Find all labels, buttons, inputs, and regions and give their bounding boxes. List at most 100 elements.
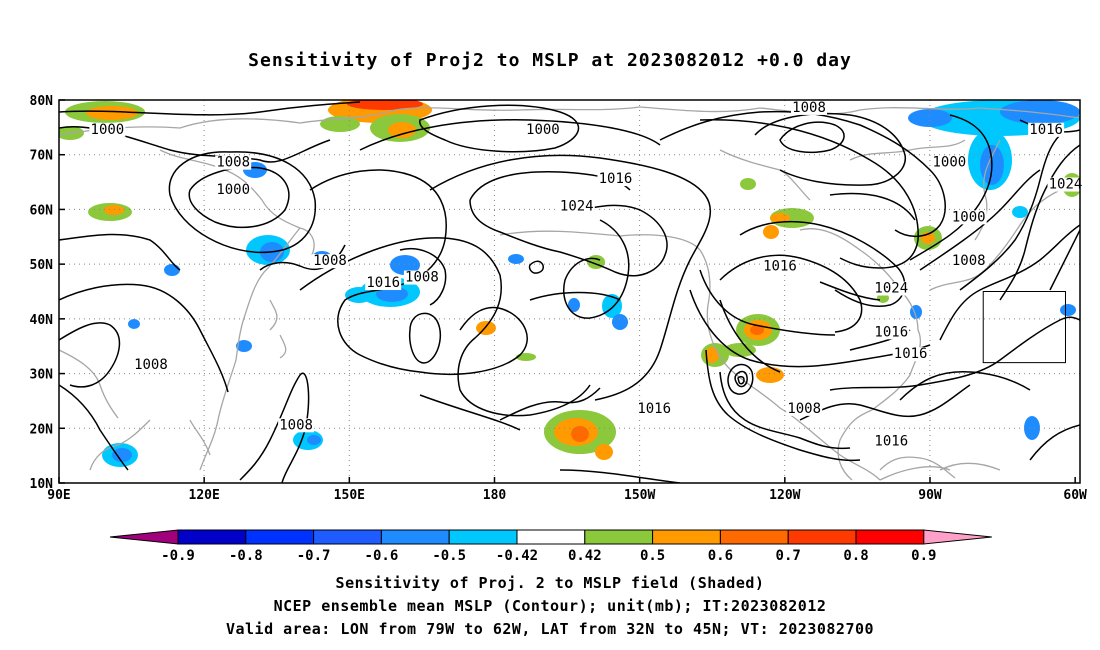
- negative-sensitivity-region: [568, 298, 580, 312]
- longitude-axis: 90E 120E 150E 180 150W 120W 90W 60W: [47, 477, 1087, 503]
- lat-tick-label: 10N: [30, 477, 54, 492]
- negative-sensitivity-region: [164, 264, 180, 276]
- caption-contour: NCEP ensemble mean MSLP (Contour); unit(…: [273, 597, 827, 615]
- lon-tick-label: 90E: [47, 488, 70, 503]
- contour-label-bg: [365, 276, 402, 291]
- contour-label-bg: [89, 122, 126, 137]
- contour-label-bg: [931, 155, 968, 170]
- negative-sensitivity-region: [345, 287, 373, 303]
- contour-label-bg: [873, 281, 910, 296]
- positive-sensitivity-region: [388, 122, 416, 138]
- lon-tick-label: 60W: [1063, 488, 1087, 503]
- contour-label: 1000: [952, 209, 986, 225]
- positive-sensitivity-region: [756, 367, 784, 383]
- contour-label: 1008: [134, 357, 168, 373]
- contour-label-bg: [791, 100, 828, 115]
- contour-labels: 1000 1008 1000 1000 1008 1016 1024 1000 1016 1024…: [89, 100, 1084, 450]
- contour-label-bg: [278, 418, 315, 433]
- figure-title: Sensitivity of Proj2 to MSLP at 20230820…: [248, 50, 852, 71]
- contour-label: 1016: [874, 324, 908, 340]
- positive-sensitivity-region: [724, 343, 756, 357]
- mslp-contours: [59, 101, 1080, 483]
- contour-label: 1016: [599, 171, 633, 187]
- contour-label: 1024: [1049, 177, 1083, 193]
- contour-label-bg: [892, 347, 929, 362]
- contour-label: 1016: [763, 259, 797, 275]
- lat-tick-label: 60N: [30, 203, 54, 218]
- negative-sensitivity-region: [128, 319, 140, 329]
- contour-label-bg: [558, 199, 595, 214]
- valid-area-box: [982, 291, 1066, 364]
- lat-tick-label: 30N: [30, 368, 54, 383]
- positive-sensitivity-region: [516, 353, 536, 361]
- lon-tick-label: 150W: [624, 488, 655, 503]
- lon-tick-label: 150E: [334, 488, 365, 503]
- caption-shading: Sensitivity of Proj. 2 to MSLP field (Sh…: [335, 574, 765, 592]
- contour-label: 1000: [91, 122, 125, 138]
- contour-label-bg: [761, 259, 798, 274]
- contour-label-bg: [1047, 177, 1084, 192]
- contour-label-bg: [403, 270, 440, 285]
- contour-label-bg: [950, 210, 987, 225]
- contour-label-bg: [215, 183, 252, 198]
- lon-tick-label: 120W: [769, 488, 800, 503]
- contour-label: 1008: [313, 253, 347, 269]
- contour-label-bg: [597, 172, 634, 187]
- contour-label: 1016: [874, 434, 908, 450]
- lon-tick-label: 90W: [918, 488, 942, 503]
- contour-label: 1016: [366, 275, 400, 291]
- negative-sensitivity-region: [612, 314, 628, 330]
- positive-sensitivity-region: [571, 426, 589, 442]
- positive-sensitivity-region: [347, 100, 423, 110]
- lat-tick-label: 40N: [30, 313, 54, 328]
- negative-sensitivity-region: [1060, 304, 1076, 316]
- positive-sensitivity-region: [770, 208, 814, 228]
- positive-sensitivity-region: [740, 178, 756, 190]
- contour-label: 1024: [874, 281, 908, 297]
- contour-label: 1008: [216, 155, 250, 171]
- contour-label: 1016: [1029, 122, 1063, 138]
- contour-label: 1008: [787, 401, 821, 417]
- contour-label: 1008: [279, 417, 313, 433]
- positive-sensitivity-region: [86, 106, 138, 120]
- negative-sensitivity-region: [112, 448, 132, 462]
- contour-label-bg: [786, 401, 823, 416]
- contour-label: 1008: [792, 100, 826, 116]
- contour-label: 1000: [216, 182, 250, 198]
- contour-label-bg: [524, 122, 561, 137]
- lat-tick-label: 50N: [30, 258, 54, 273]
- positive-sensitivity-region: [750, 325, 764, 335]
- contour-label-bg: [950, 254, 987, 269]
- positive-sensitivity-region: [705, 347, 719, 363]
- contour-label: 1000: [932, 155, 966, 171]
- positive-sensitivity-region: [595, 444, 613, 460]
- lat-tick-label: 70N: [30, 149, 54, 164]
- contour-label-bg: [132, 358, 169, 373]
- contour-label: 1000: [526, 122, 560, 138]
- negative-sensitivity-region: [236, 340, 252, 352]
- coastlines: [59, 106, 1080, 481]
- contour-label: 1008: [405, 270, 439, 286]
- contour-label-bg: [873, 325, 910, 340]
- negative-sensitivity-region: [1000, 100, 1080, 124]
- contour-label: 1024: [560, 198, 594, 214]
- positive-sensitivity-region: [763, 225, 779, 239]
- lon-tick-label: 180: [483, 488, 507, 503]
- contour-label-bg: [215, 155, 252, 170]
- contour-label: 1008: [952, 253, 986, 269]
- lat-tick-label: 20N: [30, 422, 54, 437]
- latitude-axis: 10N 20N 30N 40N 50N 60N 70N 80N: [30, 94, 65, 492]
- map-frame: [58, 99, 1081, 484]
- lon-tick-label: 120E: [189, 488, 220, 503]
- negative-sensitivity-region: [307, 435, 321, 445]
- positive-sensitivity-region: [476, 321, 496, 335]
- map-panel: 1000 1008 1000 1000 1008 1016 1024 1000 1016 1024…: [30, 94, 1088, 503]
- caption-valid-area: Valid area: LON from 79W to 62W, LAT fro…: [225, 620, 875, 638]
- contour-label: 1016: [894, 346, 928, 362]
- negative-sensitivity-region: [508, 254, 524, 264]
- negative-sensitivity-region: [390, 255, 420, 275]
- negative-sensitivity-region: [908, 109, 952, 127]
- contour-label-bg: [873, 434, 910, 449]
- contour-label: 1016: [637, 401, 671, 417]
- contour-label-bg: [636, 401, 673, 416]
